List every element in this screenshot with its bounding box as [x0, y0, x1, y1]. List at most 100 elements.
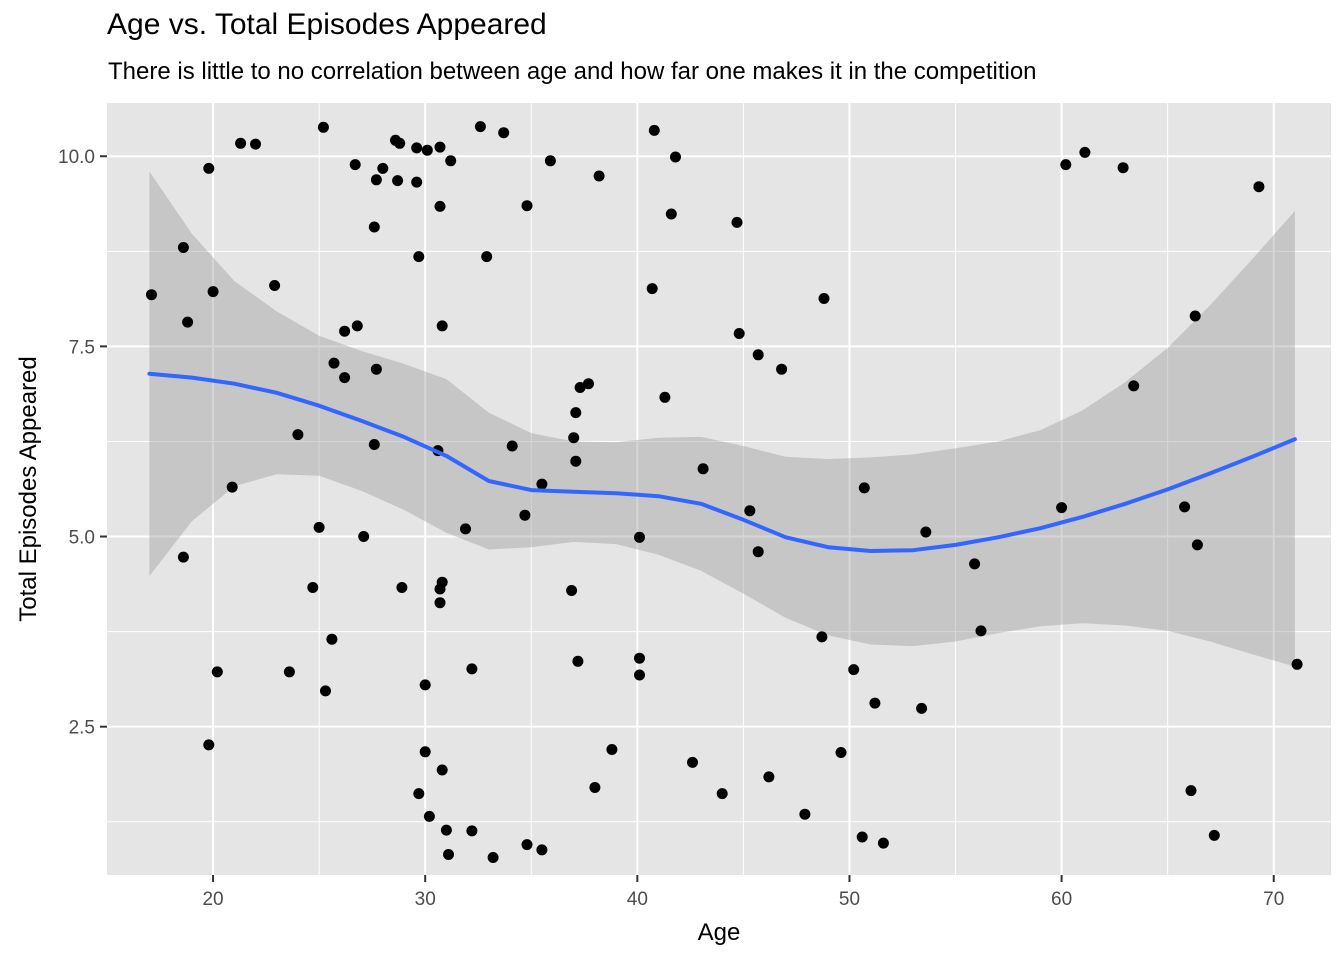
data-point: [411, 176, 423, 188]
data-point: [969, 558, 981, 570]
data-point: [434, 597, 446, 609]
y-tick-label: 10.0: [58, 147, 95, 168]
smooth-trend-line: [147, 371, 1297, 553]
data-point: [572, 655, 584, 667]
data-point: [1189, 310, 1201, 322]
data-point: [466, 825, 478, 837]
data-point: [634, 652, 645, 664]
x-axis-ticks: 20 30 40 50 60 70: [202, 875, 1284, 910]
data-point: [589, 782, 601, 793]
data-point: [370, 363, 382, 375]
data-point: [419, 679, 431, 691]
data-point: [1056, 502, 1068, 514]
data-point: [752, 349, 764, 361]
data-point: [646, 283, 658, 295]
data-point: [411, 142, 423, 154]
data-point: [423, 810, 435, 822]
data-point: [436, 764, 448, 776]
data-point: [763, 771, 775, 783]
x-tick-label: 20: [202, 889, 223, 910]
data-point: [570, 407, 582, 419]
data-point: [856, 831, 868, 843]
data-point: [1117, 162, 1129, 174]
data-point: [716, 788, 728, 800]
data-point: [733, 328, 745, 339]
data-point: [566, 585, 578, 596]
data-point: [370, 174, 382, 186]
data-point: [177, 242, 189, 253]
data-point: [481, 251, 493, 263]
data-point: [665, 208, 677, 220]
data-point: [434, 200, 446, 212]
data-point: [211, 666, 223, 678]
data-point: [235, 137, 247, 149]
x-tick-label: 60: [1051, 889, 1072, 910]
data-point: [1185, 785, 1197, 797]
data-point: [920, 526, 932, 538]
data-point: [975, 625, 987, 637]
data-point: [521, 839, 533, 851]
data-point: [250, 138, 261, 150]
data-point: [419, 746, 431, 758]
data-point: [776, 363, 788, 375]
data-point: [413, 251, 425, 263]
data-point: [634, 669, 645, 681]
data-point: [421, 144, 433, 156]
data-point: [326, 633, 338, 645]
data-point: [744, 505, 756, 517]
data-point: [544, 155, 556, 167]
data-point: [182, 316, 194, 328]
x-tick-label: 50: [839, 889, 860, 910]
data-point: [351, 320, 363, 332]
chart-title: Age vs. Total Episodes Appeared: [107, 8, 547, 41]
data-point: [574, 382, 586, 393]
data-point: [498, 127, 510, 139]
data-point: [1253, 181, 1265, 193]
data-point: [377, 162, 389, 174]
x-tick-label: 40: [627, 889, 648, 910]
data-point: [226, 481, 238, 493]
data-point: [443, 849, 454, 860]
data-point: [916, 702, 928, 714]
data-point: [848, 664, 860, 676]
data-point: [434, 141, 446, 153]
data-point: [506, 440, 518, 452]
data-point: [440, 824, 452, 836]
data-point: [583, 378, 594, 390]
data-point: [269, 280, 281, 291]
data-point: [1179, 501, 1191, 513]
data-point: [413, 788, 425, 800]
x-tick-label: 70: [1263, 889, 1284, 910]
data-point: [648, 124, 660, 136]
data-point: [339, 372, 351, 384]
data-point: [568, 432, 580, 444]
data-point: [858, 482, 870, 494]
data-point: [634, 531, 645, 543]
data-point: [687, 756, 698, 768]
chart-subtitle: There is little to no correlation betwee…: [108, 58, 1037, 85]
data-point: [436, 576, 448, 588]
data-point: [317, 121, 329, 133]
data-point: [283, 666, 295, 678]
y-tick-label: 7.5: [69, 337, 95, 358]
data-point: [659, 391, 671, 403]
data-point: [177, 551, 189, 563]
plot-panel: [107, 103, 1331, 875]
data-point: [320, 685, 331, 697]
data-point: [339, 325, 351, 337]
data-point: [392, 175, 404, 187]
data-point: [328, 357, 340, 369]
data-point: [207, 286, 219, 298]
data-point: [368, 221, 380, 233]
data-point: [358, 531, 370, 542]
data-point: [394, 137, 406, 149]
data-point: [606, 744, 618, 755]
data-point: [731, 216, 743, 228]
data-point: [1060, 159, 1072, 171]
data-point: [146, 289, 157, 301]
data-point: [835, 747, 847, 758]
data-point: [670, 151, 681, 163]
y-axis-ticks: 2.5 5.0 7.5 10.0: [58, 147, 107, 739]
data-point: [349, 159, 361, 171]
